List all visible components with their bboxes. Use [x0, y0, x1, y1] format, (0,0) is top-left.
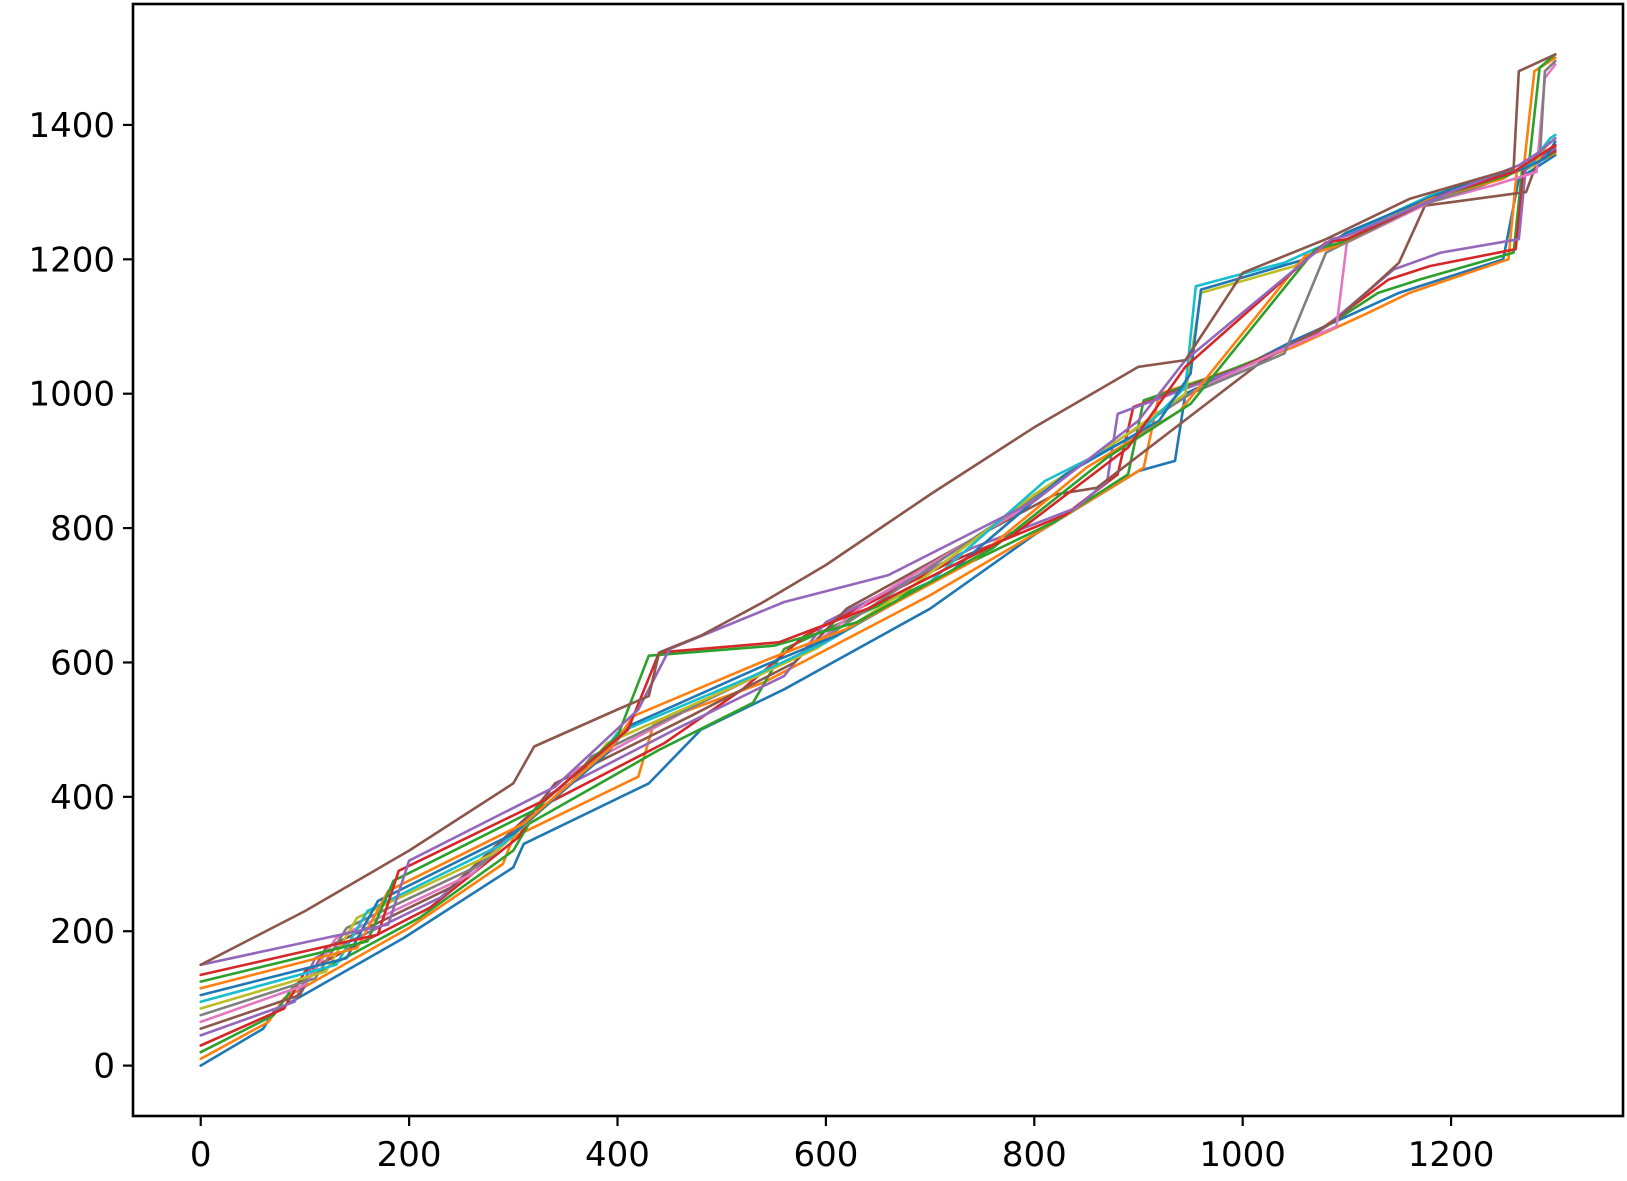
series-line-2 [199, 151, 1557, 1061]
x-axis-ticks: 0 200 400 600 800 1000 1200 [190, 1116, 1494, 1175]
y-tick-label: 1000 [28, 375, 115, 415]
y-tick-label: 400 [50, 778, 115, 818]
axes-frame [131, 2, 1625, 1118]
x-tick-label: 400 [585, 1135, 650, 1175]
series-line-11 [199, 140, 1557, 997]
y-tick-label: 0 [93, 1047, 115, 1087]
series-line-13 [199, 53, 1557, 983]
x-tick-label: 1000 [1199, 1135, 1286, 1175]
y-axis-ticks: 0 200 400 600 800 1000 1200 1400 [28, 106, 133, 1087]
series-layer [199, 53, 1557, 1067]
y-tick-label: 1400 [28, 106, 115, 146]
y-tick-label: 200 [50, 912, 115, 952]
series-line-1 [199, 153, 1557, 1067]
series-line-8 [199, 59, 1557, 1017]
y-tick-label: 800 [50, 509, 115, 549]
x-tick-label: 200 [377, 1135, 442, 1175]
series-line-10 [199, 133, 1557, 1004]
series-line-3 [199, 150, 1557, 1054]
series-line-16 [199, 53, 1557, 967]
y-tick-label: 600 [50, 643, 115, 683]
x-tick-label: 600 [793, 1135, 858, 1175]
y-tick-label: 1200 [28, 240, 115, 280]
series-line-14 [199, 143, 1557, 977]
series-line-12 [199, 56, 1557, 990]
x-tick-label: 800 [1002, 1135, 1067, 1175]
x-tick-label: 1200 [1408, 1135, 1495, 1175]
x-tick-label: 0 [190, 1135, 212, 1175]
series-line-15 [199, 137, 1557, 967]
